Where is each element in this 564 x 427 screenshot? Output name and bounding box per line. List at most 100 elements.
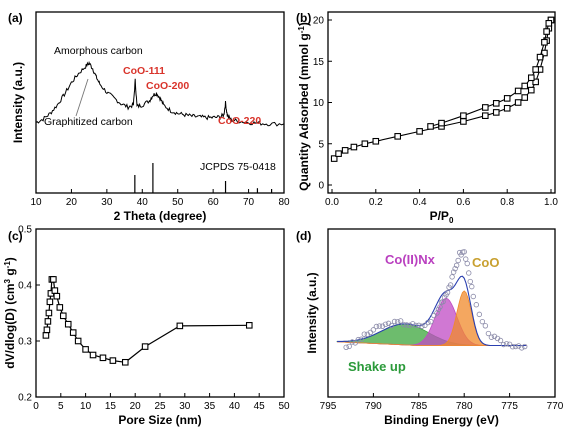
data-point [370,327,377,333]
pore-size-point [45,309,53,317]
x-tick-label: 50 [278,401,290,412]
x-tick-label: 70 [243,197,255,208]
data-point [485,330,492,337]
data-point [467,278,473,285]
data-point [476,311,483,318]
data-point [455,257,461,264]
x-tick-label: 80 [278,197,290,208]
pore-size-point [43,326,51,334]
x-axis-label-main: P/P [430,209,449,223]
x-tick-label: 50 [172,197,184,208]
point-adsorption [532,78,539,86]
pore-size-point [69,329,77,336]
data-point [447,282,454,288]
x-tick-label: 0.4 [413,197,427,208]
data-point [397,318,404,324]
point-adsorption [341,147,349,154]
x-tick-label: 10 [30,197,42,208]
point-desorption [536,53,544,61]
x-tick-label: 60 [208,197,220,208]
point-desorption [532,66,539,73]
y-axis-label-part: 3 [3,278,12,283]
x-axis-label: P/P0 [430,209,454,225]
plot-frame [35,228,285,398]
x-tick-label: 0.2 [369,197,383,208]
pore-size-point [99,354,107,362]
data-point [428,318,434,325]
point-adsorption [335,150,342,157]
annotation-coo-220: CoO-220 [218,115,261,127]
pointer-line [75,78,89,117]
data-point [416,322,422,329]
data-point [479,318,486,325]
data-point [410,321,416,327]
y-tick-label: 0 [318,181,324,192]
data-point [407,322,413,329]
plot-frame [35,11,285,194]
data-point [500,341,507,348]
y-axis-label: Intensity (a.u.) [11,62,25,143]
x-tick-label: 0.6 [456,197,470,208]
panel-label: (b) [296,11,311,25]
point-adsorption [372,137,380,145]
panel-label: (c) [8,229,23,243]
data-point [452,265,458,272]
pore-size-point [89,351,97,359]
data-point [444,289,451,296]
y-axis-label-part: ) [3,257,17,261]
point-desorption [492,100,500,107]
point-desorption [541,38,548,46]
pore-size-point [74,337,82,345]
pore-size-point [53,292,61,300]
data-point [449,274,455,280]
panel-d: (d) 795 790 785 780 775 770 Shake up Co(II)Nx CoO… [296,228,564,427]
data-point [453,262,460,269]
x-tick-label: 770 [547,401,564,412]
label-coo: CoO [472,255,499,270]
data-point [519,345,525,351]
x-tick-label: 795 [320,401,337,412]
x-tick-label: 25 [154,401,166,412]
pore-size-point [51,287,59,294]
data-point [482,323,489,329]
data-point [413,322,419,329]
reference-label: JCPDS 75-0418 [200,161,276,173]
pore-size-point [59,312,67,320]
x-tick-label: 30 [179,401,191,412]
annotation-coo-111: CoO-111 [123,65,165,77]
pore-size-point [82,346,89,353]
point-desorption [481,104,489,111]
y-tick-label: 0.5 [18,225,32,236]
x-tick-label: 30 [101,197,113,208]
panel-a: (a) 10 20 30 40 50 60 70 80 JCPDS 75-0418 Amorphou… [8,11,290,223]
x-tick-label: 780 [456,401,473,412]
data-point [394,319,401,325]
xrd-curve [35,60,285,127]
point-desorption [521,82,529,90]
point-adsorption [481,112,489,119]
point-desorption [460,112,467,119]
y-tick-label: 20 [313,16,325,27]
point-desorption [527,74,535,82]
y-axis-label: Quantity Adsorbed (mmol g-1) [297,22,311,191]
data-point [469,283,475,290]
data-point [470,293,476,300]
data-point [355,336,361,343]
data-point [382,321,389,328]
point-desorption [514,87,522,95]
point-adsorption [330,155,338,162]
panel-label: (d) [296,229,311,243]
data-point [464,260,470,267]
y-axis-label-superscript: -1 [297,26,306,34]
point-adsorption [503,104,511,112]
data-point [346,343,352,350]
point-adsorption [361,140,369,148]
x-tick-label: 5 [58,401,64,412]
data-point [400,321,407,328]
data-point [522,343,528,350]
plot-frame [327,228,556,398]
data-point [463,256,469,262]
pore-size-point [56,304,64,311]
data-point [373,323,380,330]
pore-size-point [245,322,253,329]
